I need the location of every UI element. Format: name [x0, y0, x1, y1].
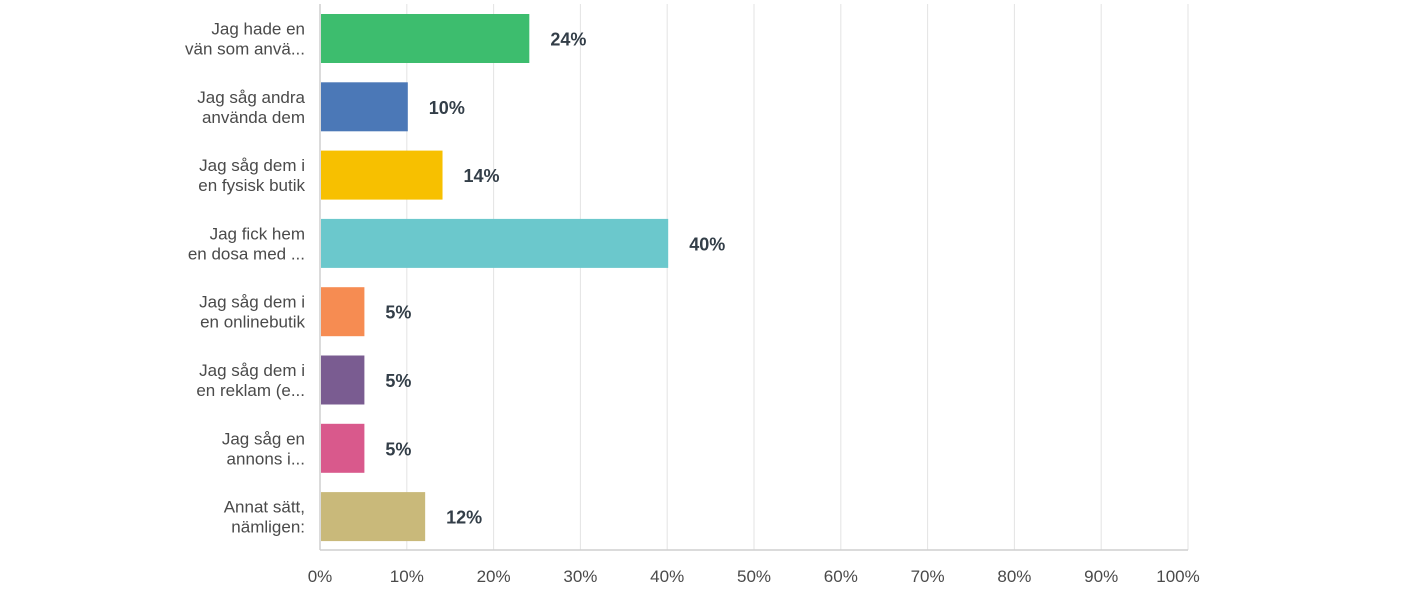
category-label: annons i...: [227, 449, 305, 468]
value-label: 24%: [550, 30, 586, 50]
category-label: Jag såg dem i: [199, 361, 305, 380]
bar: [321, 287, 365, 337]
value-label: 14%: [464, 166, 500, 186]
category-label: nämligen:: [231, 518, 305, 537]
bar: [321, 150, 443, 200]
gridlines: [406, 4, 1189, 550]
x-tick-label: 50%: [737, 567, 771, 586]
category-label: en reklam (e...: [196, 381, 305, 400]
x-tick-label: 0%: [308, 567, 333, 586]
bar: [321, 355, 365, 405]
category-label: använda dem: [202, 108, 305, 127]
bar: [321, 14, 530, 63]
category-label: Jag hade en: [211, 20, 305, 39]
value-label: 5%: [385, 439, 411, 459]
x-tick-label: 30%: [563, 567, 597, 586]
x-tick-label: 10%: [390, 567, 424, 586]
x-tick-label: 40%: [650, 567, 684, 586]
category-label: en fysisk butik: [198, 176, 305, 195]
bar: [321, 492, 426, 542]
category-label: Jag såg en: [222, 429, 305, 448]
value-labels: 24% 10% 14% 40% 5% 5% 5% 12%: [385, 30, 725, 528]
category-label: Jag såg dem i: [199, 156, 305, 175]
bar: [321, 218, 669, 268]
x-tick-label: 20%: [477, 567, 511, 586]
category-label: Jag såg andra: [197, 88, 305, 107]
category-label: Jag fick hem: [210, 224, 305, 243]
category-label: en onlinebutik: [200, 313, 305, 332]
value-label: 5%: [385, 371, 411, 391]
x-tick-label: 100%: [1156, 567, 1199, 586]
bars: [321, 14, 669, 542]
x-axis-ticks: 0% 10% 20% 30% 40% 50% 60% 70% 80% 90% 100%: [308, 567, 1200, 586]
category-label: vän som anvä...: [185, 40, 305, 59]
category-label: Jag såg dem i: [199, 293, 305, 312]
category-label: en dosa med ...: [188, 244, 305, 263]
x-tick-label: 70%: [911, 567, 945, 586]
x-tick-label: 60%: [824, 567, 858, 586]
value-label: 40%: [689, 234, 725, 254]
x-tick-label: 90%: [1084, 567, 1118, 586]
category-label: Annat sätt,: [224, 498, 305, 517]
value-label: 12%: [446, 508, 482, 528]
x-tick-label: 80%: [997, 567, 1031, 586]
value-label: 10%: [429, 98, 465, 118]
value-label: 5%: [385, 303, 411, 323]
bar: [321, 423, 365, 473]
bar: [321, 82, 408, 132]
